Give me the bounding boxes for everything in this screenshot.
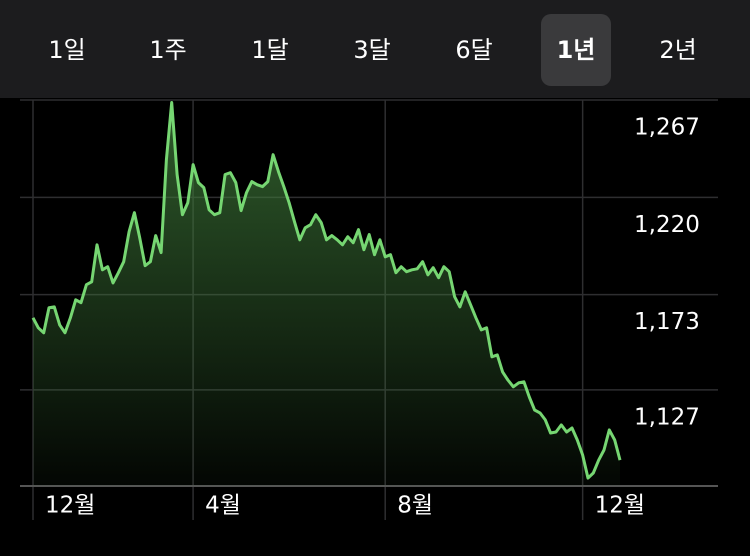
- y-tick-label: 1,267: [634, 115, 700, 141]
- x-tick-label: 12월: [45, 493, 95, 519]
- x-tick-label: 12월: [595, 493, 645, 519]
- range-tab[interactable]: 2년: [659, 36, 697, 64]
- x-tick-label: 4월: [205, 493, 241, 519]
- range-tab[interactable]: 1주: [149, 36, 187, 64]
- y-tick-label: 1,127: [634, 404, 700, 430]
- x-tick-label: 8월: [397, 493, 433, 519]
- range-tab[interactable]: 1년: [541, 14, 611, 86]
- price-line: [31, 101, 622, 480]
- range-tab[interactable]: 6달: [455, 36, 493, 64]
- range-tab[interactable]: 1일: [48, 36, 86, 64]
- range-tab[interactable]: 3달: [353, 36, 391, 64]
- y-tick-label: 1,220: [634, 212, 700, 238]
- range-tab[interactable]: 1달: [251, 36, 289, 64]
- range-tabs: 1일 1주 1달 3달 6달 1년 2년: [0, 0, 750, 98]
- y-tick-label: 1,173: [634, 309, 700, 335]
